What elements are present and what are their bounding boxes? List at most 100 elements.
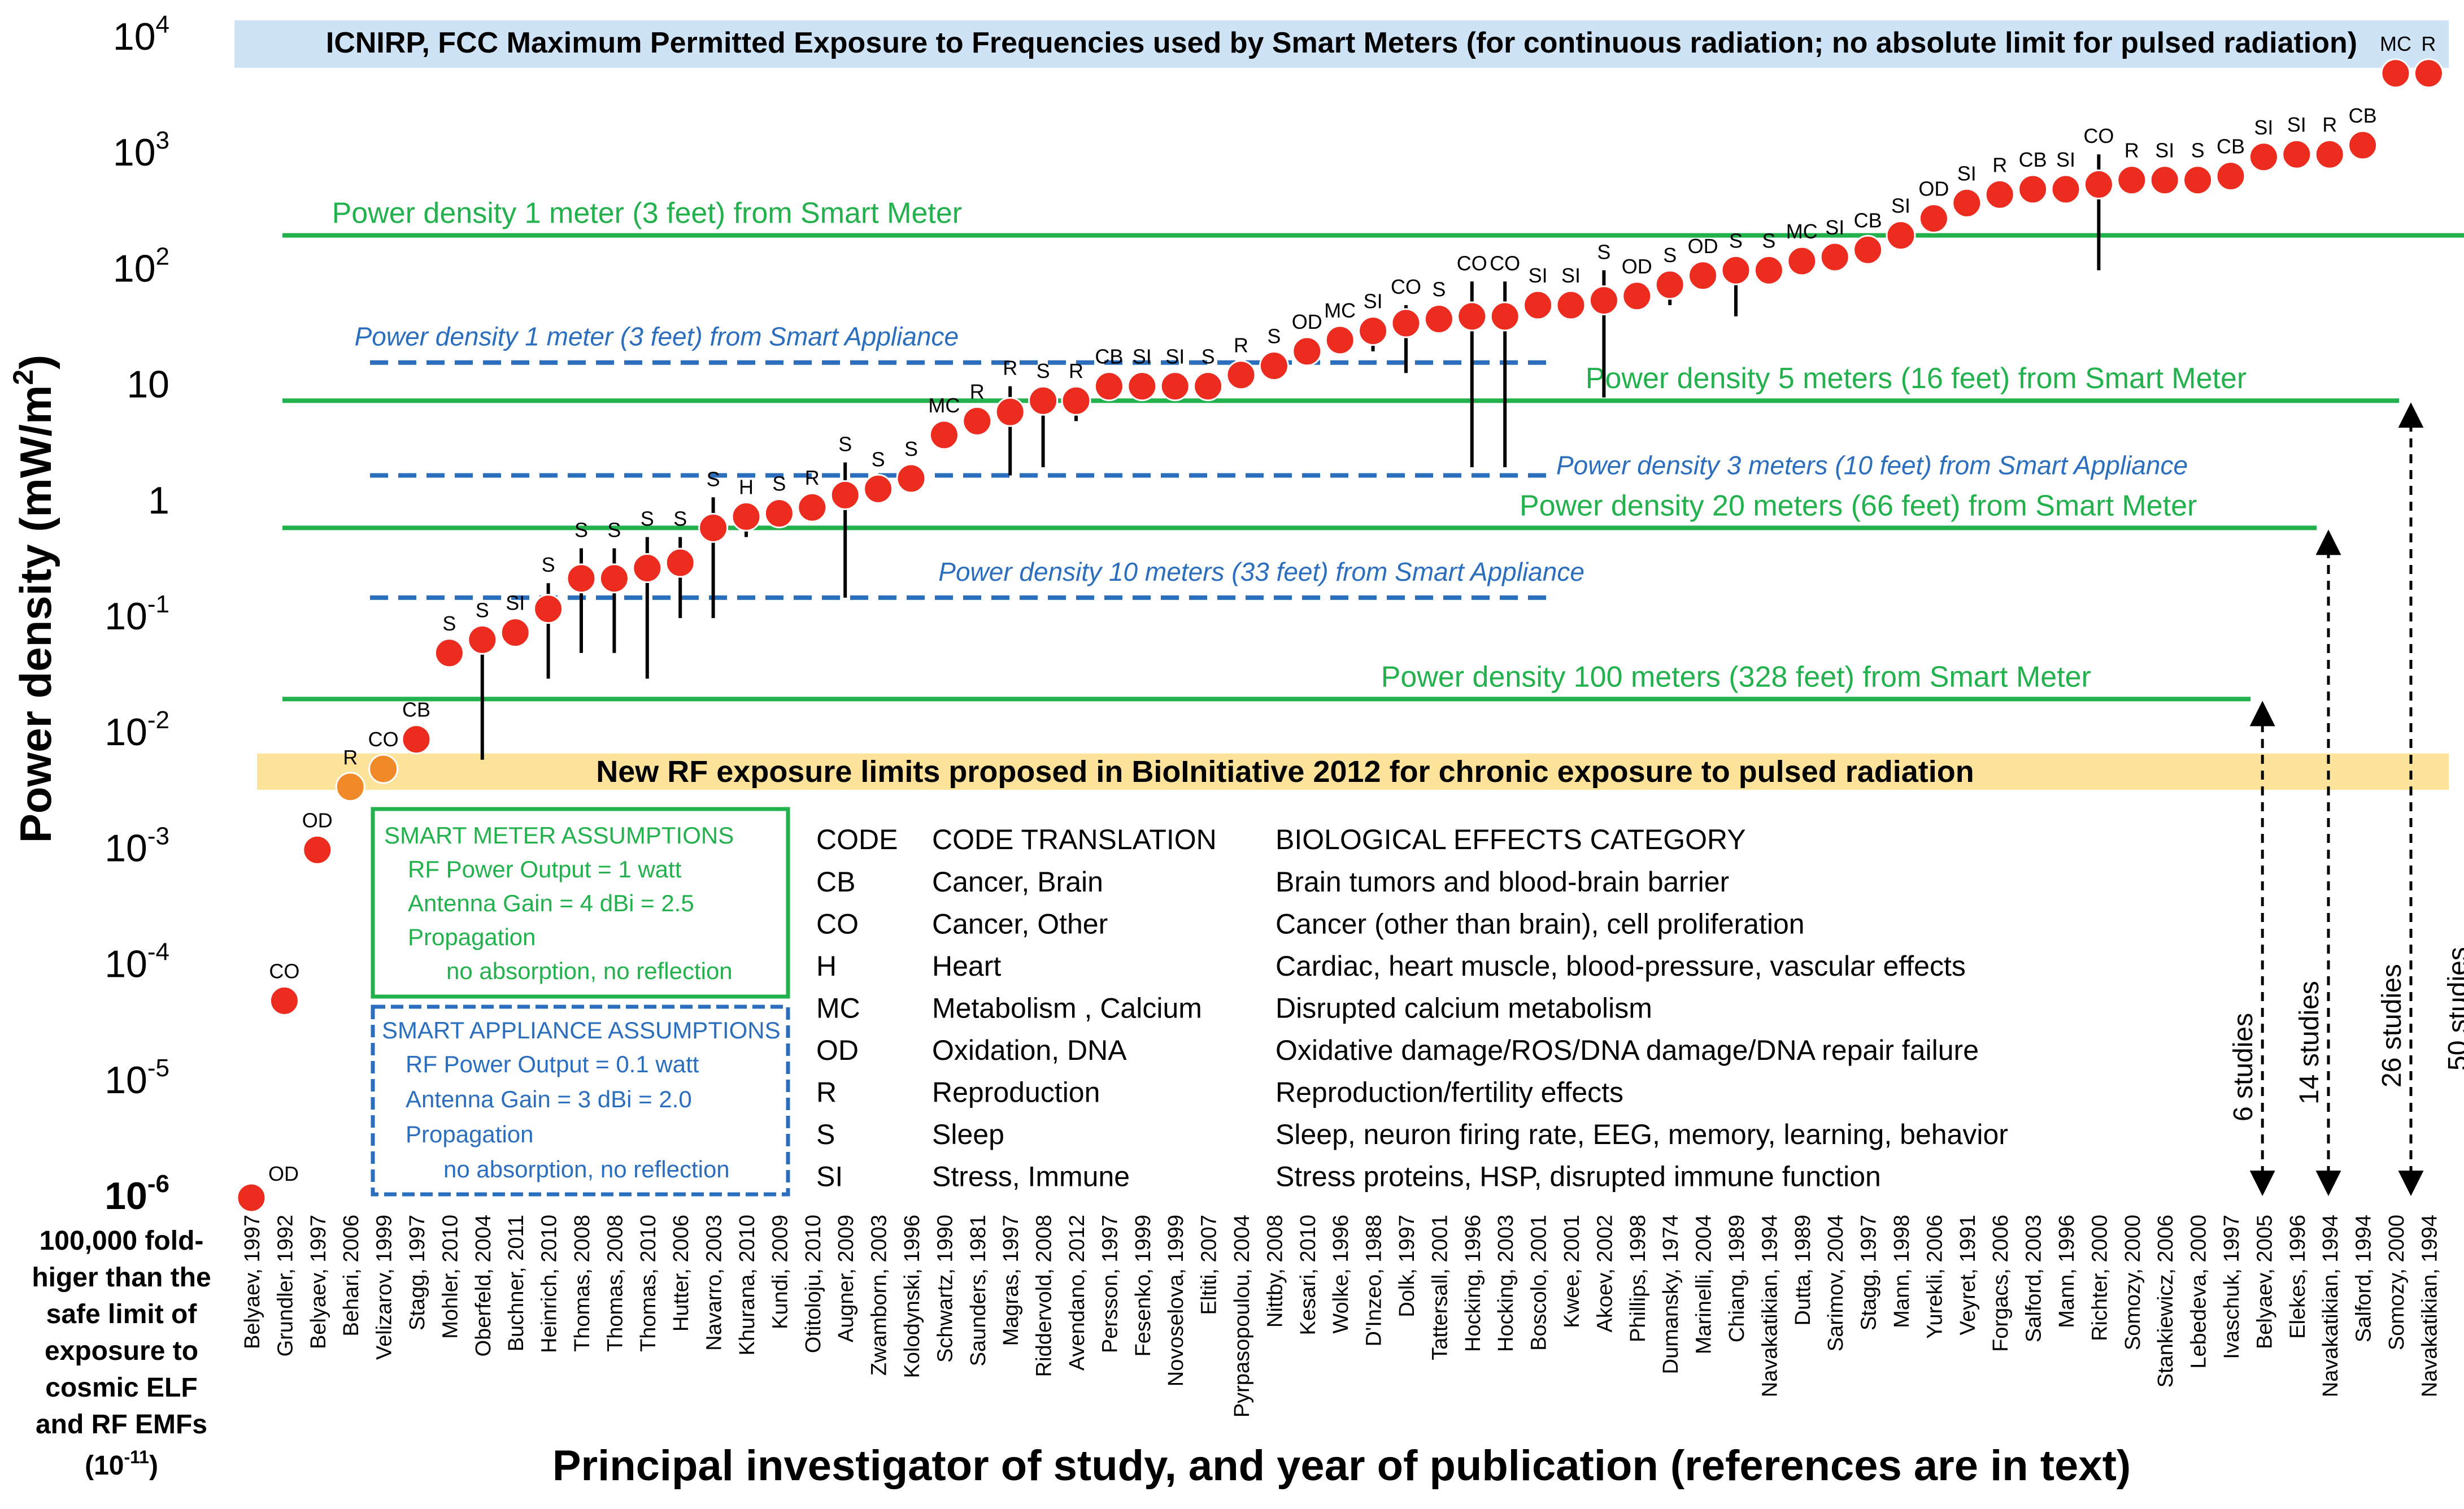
x-tick-label: Thomas, 2008: [571, 1215, 594, 1352]
code-label: CO: [1391, 275, 1421, 298]
x-tick-label: Forgacs, 2006: [1989, 1215, 2013, 1352]
code-label: S: [1729, 229, 1743, 252]
x-axis-tick-labels: Belyaev, 1997 Grundler, 1992 Belyaev, 1997…: [241, 1215, 2441, 1417]
code-label: SI: [2254, 116, 2273, 139]
data-point: [1490, 301, 1520, 332]
smart-meter-line-label-4: Power density 100 meters (328 feet) from…: [1381, 660, 2091, 693]
x-tick-label: Salford, 1994: [2352, 1215, 2376, 1342]
x-tick-label: Dutta, 1989: [1791, 1215, 1815, 1325]
code-label: S: [1432, 278, 1446, 301]
code-label: S: [1663, 243, 1677, 267]
x-tick-label: Belyaev, 2005: [2253, 1215, 2276, 1349]
data-point: [896, 463, 926, 494]
code-table-cell: Sleep, neuron firing rate, EEG, memory, …: [1275, 1119, 2008, 1150]
data-point: [2248, 142, 2279, 172]
data-point: [1721, 255, 1751, 285]
data-point: [2018, 174, 2048, 205]
y-tick-exponent: -1: [147, 590, 169, 618]
code-label: SI: [1561, 264, 1581, 287]
code-table-cell: Reproduction/fertility effects: [1275, 1077, 1623, 1108]
code-table-cell: Cancer, Other: [932, 908, 1108, 940]
code-table-header-3: BIOLOGICAL EFFECTS CATEGORY: [1275, 824, 1746, 855]
x-tick-label: Persson, 1997: [1098, 1215, 1122, 1353]
data-point: [2117, 165, 2147, 195]
code-label: SI: [1133, 345, 1152, 368]
bottom-note-line-3: safe limit of: [46, 1299, 198, 1329]
code-label: CB: [2349, 104, 2377, 127]
smart-appliance-box-line-4: no absorption, no reflection: [443, 1156, 730, 1182]
code-table-cell: S: [816, 1119, 835, 1150]
code-label: S: [1201, 345, 1215, 368]
x-tick-label: Akoev, 2002: [1593, 1215, 1617, 1332]
x-tick-label: Magras, 1997: [999, 1215, 1023, 1346]
data-point: [2380, 58, 2411, 89]
data-point: [2314, 139, 2345, 169]
code-label: OD: [1622, 255, 1652, 278]
bottom-note-exponent-sup: -11: [124, 1447, 149, 1467]
x-tick-label: Stagg, 1997: [406, 1215, 429, 1330]
code-label: SI: [2155, 139, 2174, 162]
bottom-note-line-5: cosmic ELF: [45, 1373, 197, 1403]
code-label: S: [442, 612, 456, 635]
code-table-cell: Oxidative damage/ROS/DNA damage/DNA repa…: [1275, 1034, 1979, 1066]
x-tick-label: Yurekli, 2006: [1923, 1215, 1947, 1339]
code-label: S: [1037, 359, 1050, 382]
x-tick-label: Thomas, 2010: [637, 1215, 660, 1352]
data-point: [1094, 371, 1124, 402]
code-label: CB: [2217, 135, 2245, 158]
x-tick-label: Navakatikian, 1994: [1758, 1215, 1782, 1397]
code-label: S: [872, 447, 885, 471]
code-label: SI: [2056, 148, 2075, 171]
x-tick-label: Chiang, 1989: [1725, 1215, 1749, 1342]
bottom-note-line-1: 100,000 fold-: [40, 1226, 204, 1256]
data-point: [1325, 325, 1355, 355]
code-label: SI: [1165, 345, 1185, 368]
code-table-header-2: CODE TRANSLATION: [932, 824, 1217, 855]
x-tick-label: Salford, 2003: [2022, 1215, 2046, 1342]
data-point: [962, 406, 992, 436]
data-point: [731, 501, 761, 532]
x-tick-label: Lebedeva, 2000: [2187, 1215, 2211, 1369]
data-point: [1655, 269, 1685, 300]
code-label: CB: [1095, 345, 1123, 368]
data-point: [1819, 242, 1850, 272]
code-label: S: [673, 507, 687, 530]
code-label: CO: [1457, 251, 1487, 275]
bands-layer: ICNIRP, FCC Maximum Permitted Exposure t…: [234, 20, 2449, 790]
data-point: [1952, 188, 1982, 218]
x-tick-label: Kesari, 2010: [1296, 1215, 1320, 1335]
code-label: SI: [2287, 113, 2306, 136]
data-point: [929, 420, 959, 450]
code-table-cell: Metabolism , Calcium: [932, 993, 1202, 1024]
smart-appliance-box-line-1: RF Power Output = 0.1 watt: [406, 1051, 699, 1077]
smart-appliance-box-line-3: Propagation: [406, 1121, 534, 1147]
data-points-layer: [236, 58, 2444, 1213]
smart-appliance-box-title: SMART APPLIANCE ASSUMPTIONS: [382, 1017, 781, 1043]
x-tick-label: Buchner, 2011: [504, 1215, 528, 1351]
code-label: SI: [1957, 162, 1977, 185]
x-tick-label: Tattersall, 2001: [1428, 1215, 1452, 1360]
code-label: OD: [268, 1162, 299, 1185]
data-point: [1984, 179, 2015, 210]
reference-lines-layer: Power density 1 meter (3 feet) from Smar…: [282, 197, 2464, 702]
x-tick-label: Navakatikian, 1994: [2418, 1215, 2441, 1397]
code-label: CB: [1854, 208, 1882, 232]
data-point: [2183, 165, 2213, 195]
data-point: [2282, 139, 2312, 169]
data-point: [1457, 301, 1487, 332]
code-label: H: [739, 475, 754, 498]
data-point: [1391, 308, 1421, 338]
x-tick-label: Riddervold, 2008: [1033, 1215, 1056, 1377]
x-tick-label: Avendano, 2012: [1065, 1215, 1089, 1371]
x-tick-label: Somozy, 2000: [2121, 1215, 2145, 1350]
code-label: S: [607, 518, 621, 541]
data-point: [1523, 290, 1553, 320]
x-tick-label: Phillips, 1998: [1626, 1215, 1650, 1342]
x-tick-label: Otitoloju, 2010: [802, 1215, 825, 1353]
x-tick-label: Boscolo, 2001: [1527, 1215, 1551, 1351]
data-point: [368, 754, 399, 784]
smart-meter-box-line-3: Propagation: [408, 924, 536, 950]
bottom-note-exponent-close: ): [149, 1451, 158, 1481]
